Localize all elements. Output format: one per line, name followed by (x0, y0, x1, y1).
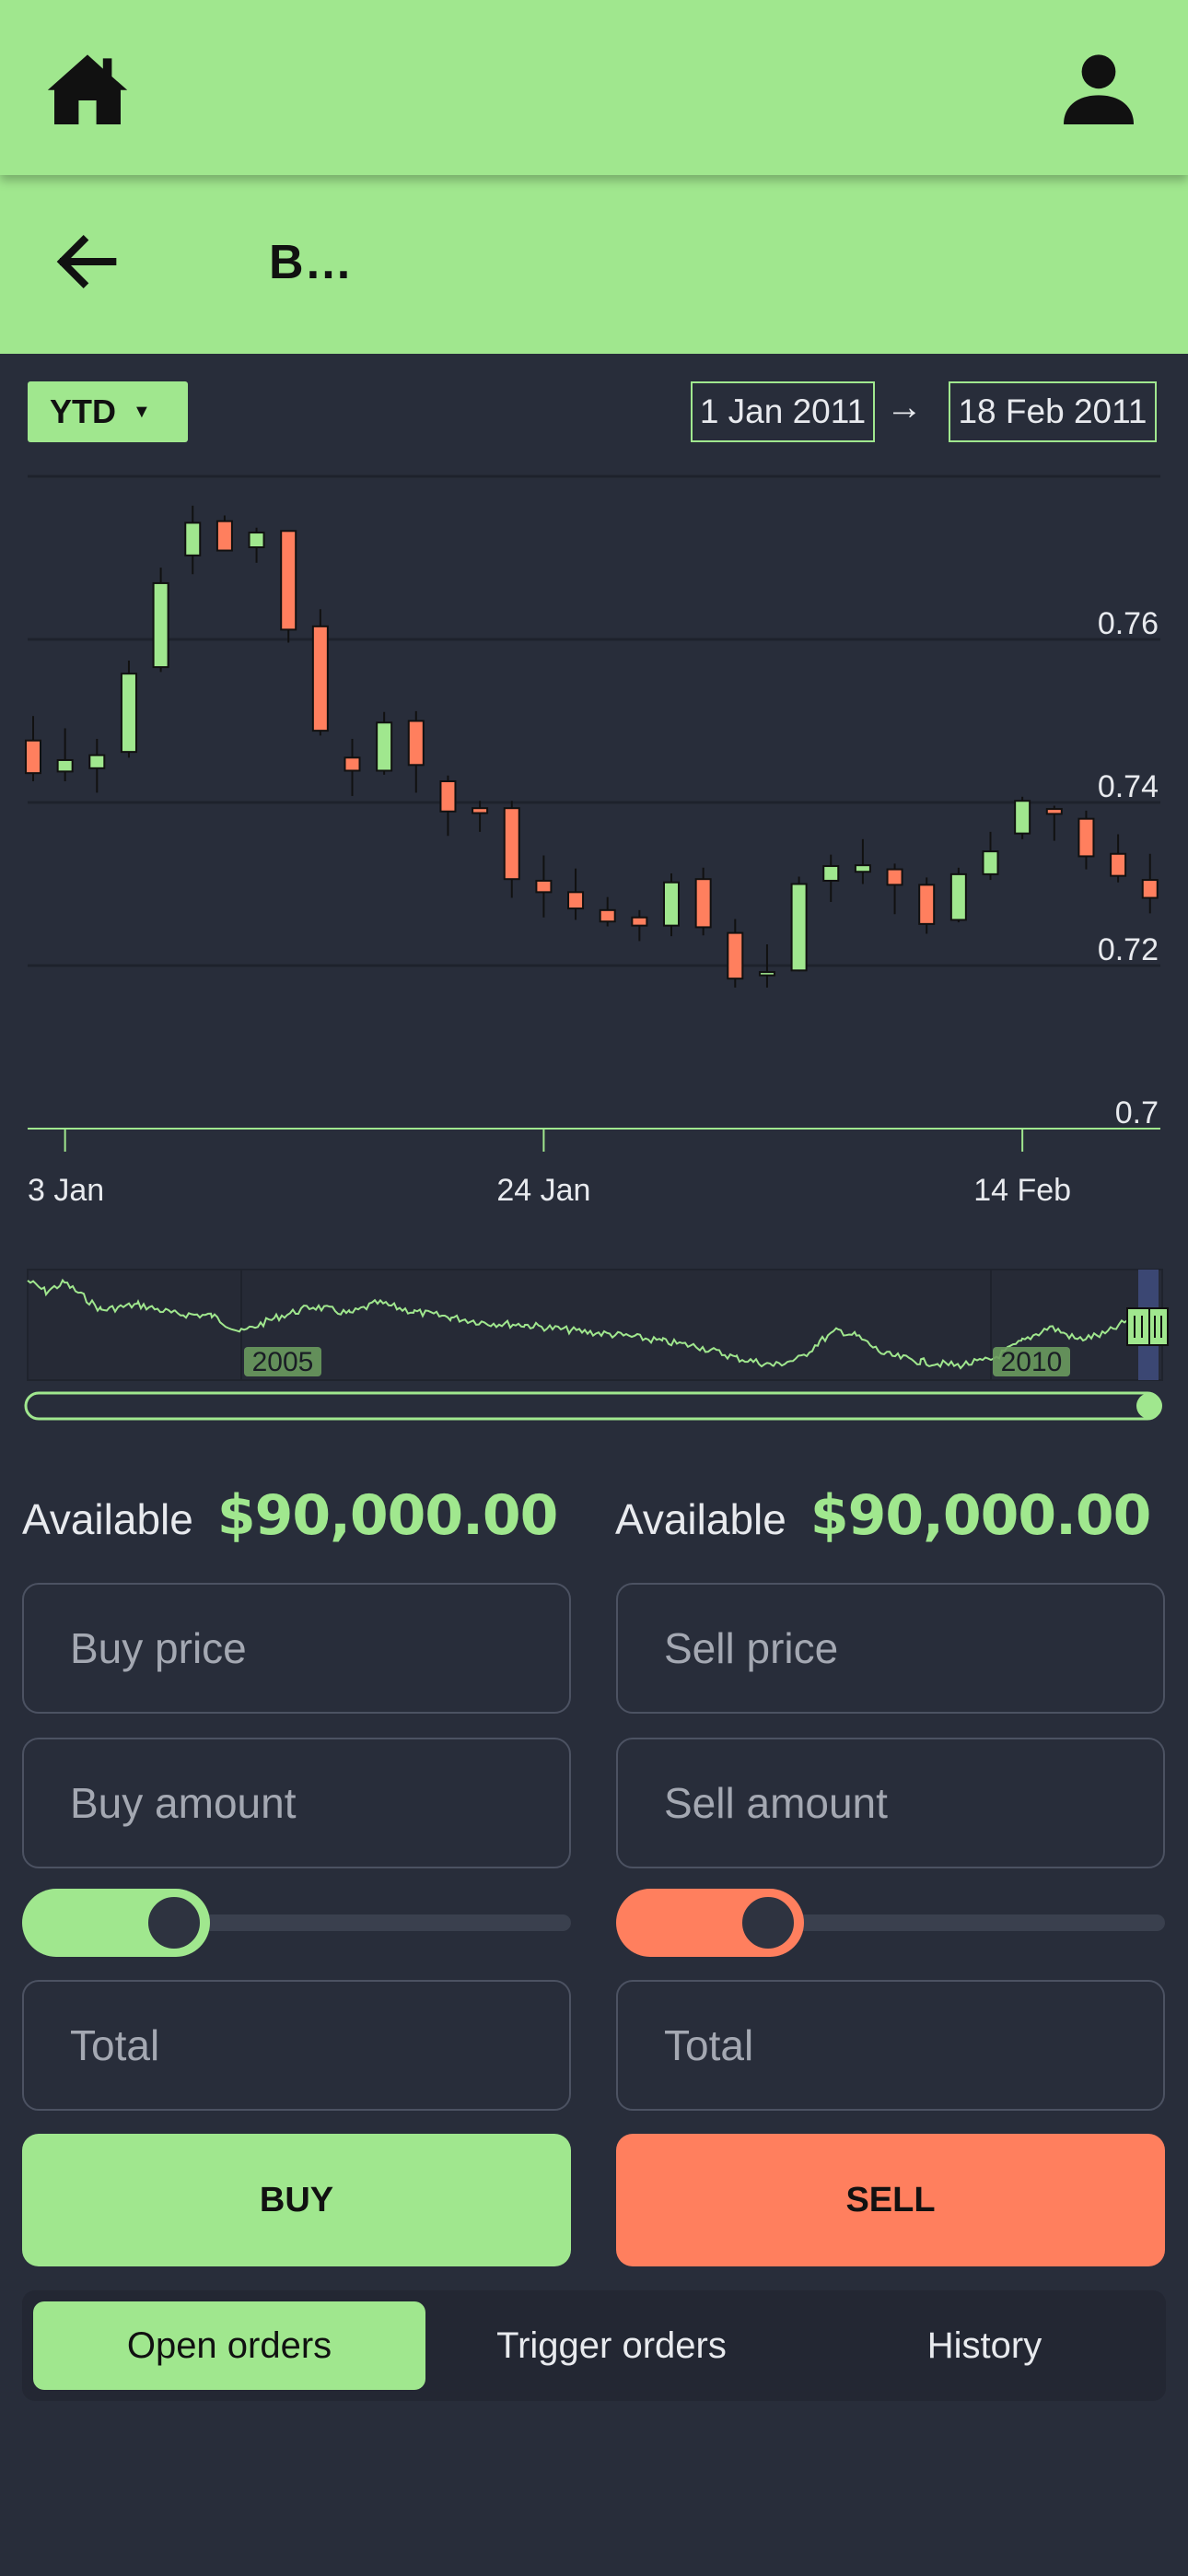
buy-available-value: $90,000.00 (216, 1483, 559, 1548)
buy-slider-handle[interactable] (144, 1892, 204, 1953)
sell-amount-input[interactable] (618, 1739, 1163, 1867)
candle-body (599, 908, 616, 923)
navigator-handle-left[interactable] (1126, 1307, 1150, 1346)
buy-button[interactable]: BUY (22, 2134, 571, 2266)
candle-body (1141, 879, 1159, 899)
range-selector[interactable]: YTD ▼ (28, 381, 188, 442)
candle-body (535, 879, 553, 894)
page-header (0, 175, 1188, 354)
candle-body (822, 865, 840, 882)
candle-body (694, 878, 712, 929)
buy-price-input[interactable] (24, 1585, 569, 1712)
y-tick-label: 0.74 (1098, 769, 1159, 804)
candle-body (439, 779, 457, 813)
candle-body (1045, 808, 1063, 815)
profile-button[interactable] (1048, 39, 1149, 140)
candle-body (567, 891, 585, 910)
y-tick-label: 0.7 (1115, 1095, 1159, 1130)
navigator-handle-right[interactable] (1148, 1307, 1169, 1346)
candle-body (120, 673, 137, 754)
user-icon (1064, 54, 1134, 124)
y-tick-label: 0.72 (1098, 932, 1159, 967)
y-tick-label: 0.76 (1098, 606, 1159, 641)
candle-body (407, 720, 425, 767)
navigator-scrollbar[interactable] (24, 1391, 1162, 1421)
page-title: B… (269, 236, 354, 289)
candle-body (215, 520, 233, 552)
caret-down-icon: ▼ (133, 401, 151, 422)
candle-body (663, 881, 680, 927)
tab-open-orders[interactable]: Open orders (33, 2301, 425, 2390)
candle-body (152, 581, 169, 669)
x-tick-label: 14 Feb (973, 1173, 1071, 1208)
candle-body (472, 807, 489, 814)
candle-body (280, 530, 297, 631)
date-range-arrow: → (886, 387, 923, 427)
home-button[interactable] (37, 39, 138, 140)
sell-available-value: $90,000.00 (809, 1483, 1152, 1548)
candle-body (248, 532, 265, 548)
candle-body (886, 868, 903, 886)
navigator-label-bg (244, 1347, 321, 1376)
candle-body (631, 916, 648, 927)
buy-amount-slider[interactable] (22, 1889, 571, 1957)
candle-body (311, 625, 329, 732)
sell-available: Available $90,000.00 (615, 1483, 1152, 1548)
navigator-series-line (27, 1278, 1150, 1370)
sell-price-field[interactable] (616, 1583, 1165, 1714)
candle-body (758, 971, 775, 977)
buy-available: Available $90,000.00 (22, 1483, 559, 1548)
tab-trigger-orders[interactable]: Trigger orders (496, 2324, 727, 2366)
date-from[interactable]: 1 Jan 2011 (691, 381, 875, 442)
home-icon (47, 54, 128, 124)
x-tick-label: 3 Jan (28, 1173, 104, 1208)
candle-body (88, 754, 106, 769)
orders-tabs: Open orders Trigger orders History (22, 2290, 1166, 2401)
candle-body (1014, 800, 1031, 835)
sell-total-input[interactable] (618, 1982, 1163, 2109)
candle-body (184, 521, 202, 556)
sell-total-field[interactable] (616, 1980, 1165, 2111)
candle-body (503, 807, 520, 881)
date-to[interactable]: 18 Feb 2011 (949, 381, 1157, 442)
candle-body (854, 864, 871, 873)
price-chart[interactable]: 0.7 0.72 0.74 0.76 3 Jan 24 Jan 14 Feb (0, 461, 1188, 1225)
sell-button[interactable]: SELL (616, 2134, 1165, 2266)
navigator-background (27, 1269, 1163, 1381)
sell-available-label: Available (615, 1495, 786, 1543)
navigator-label-bg (993, 1347, 1070, 1376)
navigator-scrollbar-thumb[interactable] (1136, 1393, 1162, 1419)
navigator-year-label: 2005 (252, 1347, 314, 1377)
candle-body (344, 756, 361, 772)
candle-body (949, 872, 967, 921)
sell-amount-field[interactable] (616, 1738, 1165, 1868)
app-bar (0, 0, 1188, 175)
buy-total-field[interactable] (22, 1980, 571, 2111)
buy-available-label: Available (22, 1495, 193, 1543)
sell-amount-slider[interactable] (616, 1889, 1165, 1957)
x-tick-label: 24 Jan (496, 1173, 590, 1208)
tab-history[interactable]: History (926, 2324, 1042, 2366)
chart-navigator[interactable]: 2005 2010 (0, 1262, 1188, 1428)
range-selector-label: YTD (50, 392, 116, 430)
candle-body (982, 850, 999, 875)
candle-body (727, 931, 744, 980)
buy-amount-field[interactable] (22, 1738, 571, 1868)
candle-body (918, 884, 936, 925)
buy-amount-input[interactable] (24, 1739, 569, 1867)
candle-body (56, 758, 74, 773)
arrow-left-icon (56, 235, 117, 288)
sell-slider-handle[interactable] (738, 1892, 798, 1953)
candle-body (25, 739, 41, 775)
buy-total-input[interactable] (24, 1982, 569, 2109)
candle-body (1110, 852, 1127, 877)
candle-body (376, 721, 393, 772)
candle-body (790, 883, 808, 972)
navigator-year-label: 2010 (1001, 1347, 1063, 1377)
back-button[interactable] (41, 216, 133, 308)
candle-body (1077, 817, 1095, 858)
sell-price-input[interactable] (618, 1585, 1163, 1712)
buy-price-field[interactable] (22, 1583, 571, 1714)
